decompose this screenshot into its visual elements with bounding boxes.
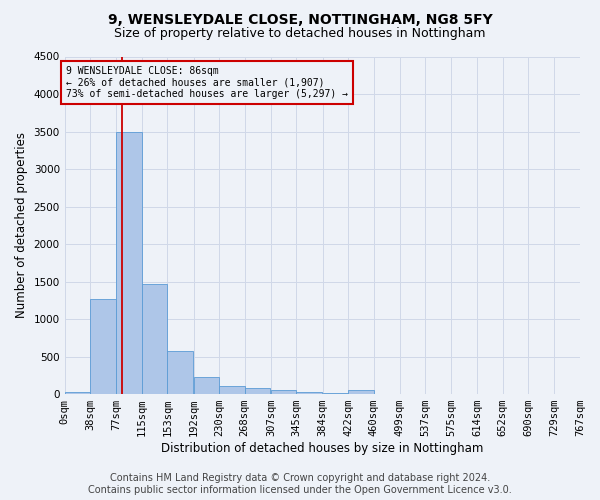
Bar — [245, 388, 270, 394]
Text: 9 WENSLEYDALE CLOSE: 86sqm
← 26% of detached houses are smaller (1,907)
73% of s: 9 WENSLEYDALE CLOSE: 86sqm ← 26% of deta… — [66, 66, 348, 98]
Bar — [271, 390, 296, 394]
Bar — [219, 386, 245, 394]
Bar — [142, 284, 167, 394]
Bar — [116, 132, 142, 394]
Bar — [348, 390, 374, 394]
X-axis label: Distribution of detached houses by size in Nottingham: Distribution of detached houses by size … — [161, 442, 484, 455]
Bar — [194, 377, 219, 394]
Bar — [90, 299, 116, 394]
Text: Contains HM Land Registry data © Crown copyright and database right 2024.
Contai: Contains HM Land Registry data © Crown c… — [88, 474, 512, 495]
Bar — [167, 350, 193, 394]
Text: 9, WENSLEYDALE CLOSE, NOTTINGHAM, NG8 5FY: 9, WENSLEYDALE CLOSE, NOTTINGHAM, NG8 5F… — [107, 12, 493, 26]
Bar — [65, 392, 90, 394]
Bar — [296, 392, 322, 394]
Y-axis label: Number of detached properties: Number of detached properties — [15, 132, 28, 318]
Text: Size of property relative to detached houses in Nottingham: Size of property relative to detached ho… — [114, 28, 486, 40]
